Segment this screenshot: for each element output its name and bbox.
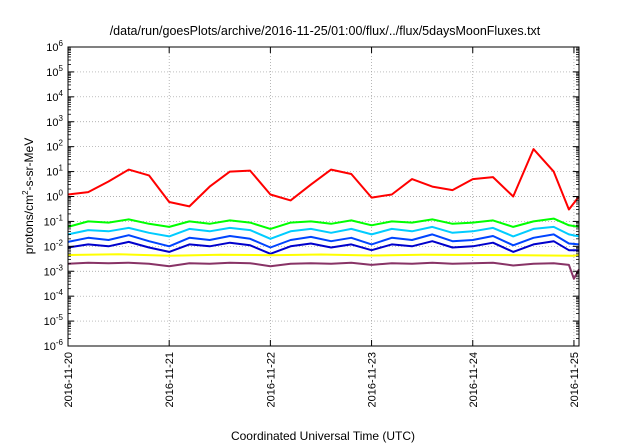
y-tick-exp: -2	[56, 238, 64, 247]
y-axis-label: protons/cm2-s-sr-MeV	[21, 138, 36, 254]
y-tick-base: 10	[46, 92, 58, 104]
y-axis-label-pre: protons/cm	[22, 195, 36, 254]
y-tick-label: 105	[46, 64, 63, 79]
y-tick-exp: 2	[59, 139, 64, 148]
x-tick-label: 2016-11-23	[367, 352, 379, 407]
y-tick-exp: 4	[59, 89, 64, 98]
series-line-4	[67, 233, 580, 249]
y-tick-label: 103	[46, 114, 63, 129]
y-tick-base: 10	[44, 216, 56, 228]
y-tick-exp: -3	[56, 263, 64, 272]
y-tick-base: 10	[46, 192, 58, 204]
y-tick-exp: 0	[59, 189, 64, 198]
y-axis-label-sup: 2	[21, 190, 30, 195]
x-axis-label: Coordinated Universal Time (UTC)	[231, 429, 415, 443]
y-tick-label: 106	[46, 39, 63, 54]
y-tick-base: 10	[46, 67, 58, 79]
x-tick-label: 2016-11-22	[265, 352, 277, 407]
y-tick-label: 10-2	[44, 238, 64, 253]
series-layer	[67, 148, 580, 280]
y-tick-label: 100	[46, 189, 63, 204]
y-tick-exp: -5	[56, 313, 64, 322]
x-tick-label: 2016-11-25	[569, 352, 581, 407]
y-tick-label: 10-1	[44, 213, 64, 228]
y-tick-base: 10	[44, 241, 56, 253]
x-tick-label: 2016-11-24	[468, 352, 480, 407]
y-tick-label: 10-4	[44, 288, 64, 303]
y-axis-label-post: -s-sr-MeV	[22, 138, 36, 191]
y-tick-base: 10	[46, 42, 58, 54]
series-line-5	[67, 240, 579, 255]
y-tick-label: 10-5	[44, 313, 64, 328]
y-tick-label: 10-3	[44, 263, 64, 278]
series-line-7	[67, 261, 580, 280]
x-tick-label: 2016-11-21	[164, 352, 176, 407]
y-tick-base: 10	[44, 316, 56, 328]
y-tick-exp: -1	[56, 213, 64, 222]
series-line-1	[67, 148, 580, 211]
y-tick-base: 10	[46, 167, 58, 179]
y-tick-exp: 1	[59, 164, 64, 173]
y-axis-ticks: 10-610-510-410-310-210-11001011021031041…	[44, 39, 579, 353]
y-tick-exp: -6	[56, 338, 64, 347]
series-line-2	[67, 217, 580, 230]
y-tick-base: 10	[46, 142, 58, 154]
y-tick-exp: 6	[59, 39, 64, 48]
y-tick-base: 10	[44, 266, 56, 278]
y-tick-label: 104	[46, 89, 63, 104]
y-tick-label: 10-6	[44, 338, 64, 353]
gridlines	[68, 47, 579, 346]
y-tick-label: 101	[46, 164, 63, 179]
y-tick-base: 10	[46, 117, 58, 129]
series-line-6	[67, 253, 580, 257]
chart-title: /data/run/goesPlots/archive/2016-11-25/0…	[110, 24, 541, 38]
y-tick-base: 10	[44, 341, 56, 353]
y-tick-exp: 3	[59, 114, 64, 123]
x-tick-label: 2016-11-20	[63, 352, 75, 407]
y-tick-base: 10	[44, 291, 56, 303]
y-tick-exp: 5	[59, 64, 64, 73]
series-line-3	[67, 225, 580, 240]
y-tick-exp: -4	[56, 288, 64, 297]
x-axis-ticks: 2016-11-20 2016-11-21 2016-11-22 2016-11-23…	[63, 47, 581, 407]
y-tick-label: 102	[46, 139, 63, 154]
